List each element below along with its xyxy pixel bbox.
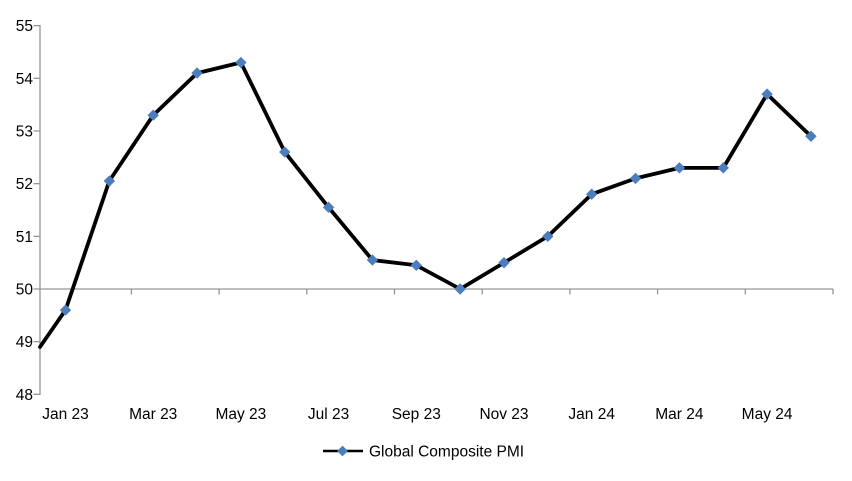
data-point-marker [366, 254, 379, 266]
x-axis-tick-label: Sep 23 [392, 406, 441, 423]
data-point-marker [59, 304, 72, 316]
y-axis-tick-label: 51 [16, 229, 33, 246]
x-axis-tick-label: Jan 23 [42, 406, 89, 423]
y-axis-tick-label: 55 [16, 18, 33, 35]
x-axis-tick-label: Nov 23 [479, 406, 528, 423]
data-point-marker [498, 256, 510, 269]
data-point-marker [410, 259, 422, 271]
legend-diamond-marker-icon [337, 445, 348, 457]
data-point-marker [673, 162, 686, 174]
x-axis-tick-label: May 23 [215, 406, 266, 423]
x-axis-tick-label: Mar 23 [129, 406, 177, 423]
data-point-marker [279, 146, 291, 158]
data-point-marker [103, 175, 116, 187]
x-axis-tick-label: Jul 23 [308, 406, 349, 423]
y-axis-tick-label: 50 [16, 282, 34, 299]
data-line-global-composite-pmi [38, 60, 813, 349]
data-point-marker [147, 109, 159, 121]
legend: Global Composite PMI [323, 444, 524, 461]
legend-label: Global Composite PMI [369, 444, 524, 461]
data-point-marker [717, 162, 729, 174]
data-point-marker [235, 56, 247, 69]
x-axis-tick-label: Mar 24 [655, 406, 704, 423]
series-layer [38, 56, 817, 349]
data-point-marker [322, 201, 335, 214]
data-point-marker [191, 67, 203, 79]
data-point-marker [586, 188, 598, 200]
x-axis-tick-label: Jan 24 [568, 406, 615, 423]
axis-labels-layer: 48 49 50 51 52 53 54 55 Jan 23 Mar 23 May 23 Jul 23… [16, 18, 793, 423]
y-axis-tick-label: 48 [16, 387, 33, 404]
data-point-marker [454, 283, 466, 295]
data-point-marker [805, 130, 817, 142]
axes-layer [33, 24, 834, 395]
x-axis-tick-label: May 24 [742, 406, 793, 423]
y-axis-tick-label: 49 [16, 334, 33, 351]
y-axis-tick-label: 52 [16, 176, 33, 193]
y-axis-tick-label: 53 [16, 123, 33, 140]
data-point-marker [629, 172, 642, 185]
data-point-marker [761, 88, 773, 100]
data-point-marker [542, 230, 554, 243]
y-axis-tick-label: 54 [16, 71, 34, 88]
